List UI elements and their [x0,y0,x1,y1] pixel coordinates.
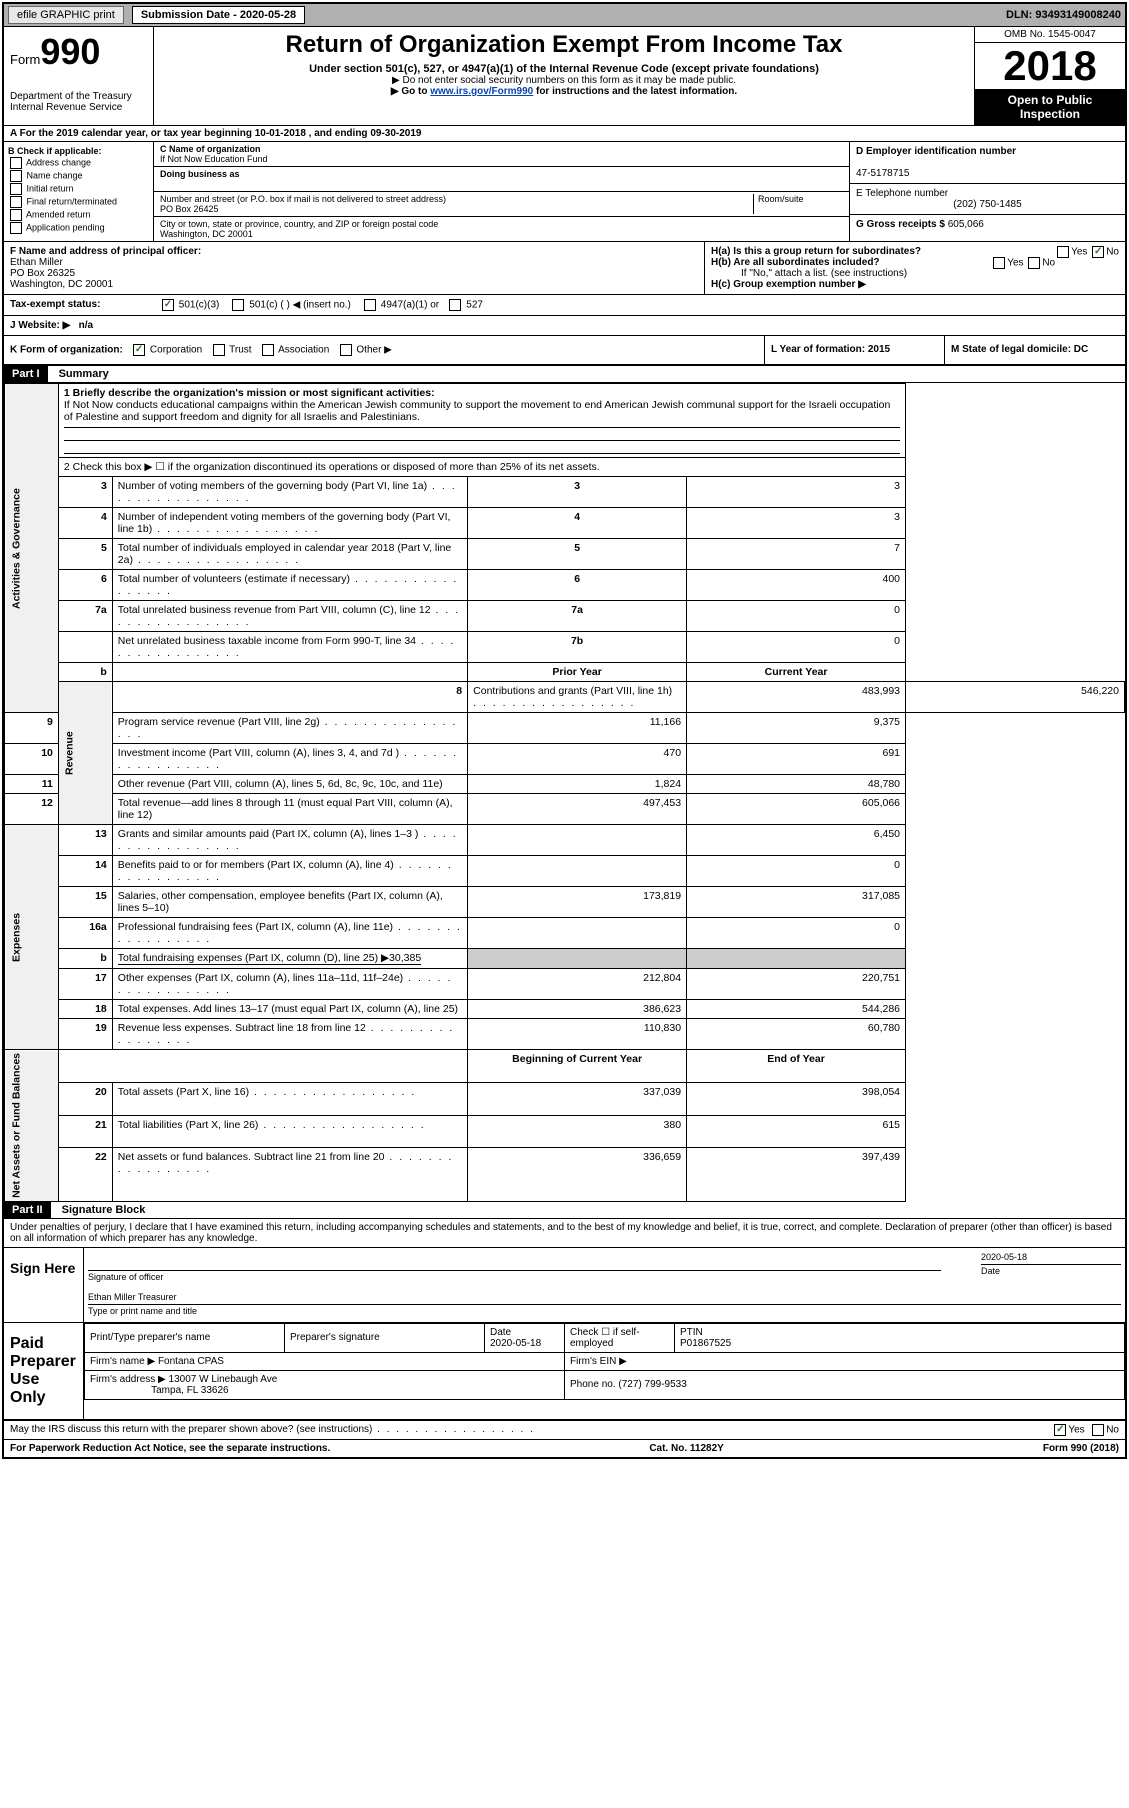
mission-text: If Not Now conducts educational campaign… [64,399,890,423]
col-c-org-info: C Name of organization If Not Now Educat… [154,142,850,241]
check-4947[interactable] [364,299,376,311]
sign-here-block: Sign Here Signature of officer 2020-05-1… [4,1248,1125,1323]
form-subtitle: Under section 501(c), 527, or 4947(a)(1)… [158,63,970,75]
instructions-note: ▶ Go to www.irs.gov/Form990 for instruct… [158,86,970,97]
street-address: PO Box 26425 [160,204,219,214]
sidebar-revenue: Revenue [58,682,112,825]
line2: 2 Check this box ▶ ☐ if the organization… [58,458,905,477]
sidebar-expenses: Expenses [5,825,59,1050]
omb-number: OMB No. 1545-0047 [975,27,1125,43]
year-formation: L Year of formation: 2015 [765,336,945,364]
check-501c3[interactable] [162,299,174,311]
gross-receipts: 605,066 [948,219,984,230]
section-a: A For the 2019 calendar year, or tax yea… [4,126,1125,142]
officer-name: Ethan Miller [10,257,63,268]
instructions-link[interactable]: www.irs.gov/Form990 [430,86,533,97]
officer-name-title: Ethan Miller Treasurer [88,1292,1121,1302]
top-bar: efile GRAPHIC print Submission Date - 20… [4,4,1125,27]
org-name: If Not Now Education Fund [160,154,268,164]
public-inspection: Open to Public Inspection [975,89,1125,125]
check-other[interactable] [340,344,352,356]
dept-label: Department of the Treasury Internal Reve… [10,91,147,113]
check-name[interactable]: Name change [8,170,149,182]
check-501c[interactable] [232,299,244,311]
discuss-row: May the IRS discuss this return with the… [4,1420,1125,1439]
website-row: J Website: ▶ n/a [4,316,1125,336]
check-527[interactable] [449,299,461,311]
check-assoc[interactable] [262,344,274,356]
check-trust[interactable] [213,344,225,356]
footer: For Paperwork Reduction Act Notice, see … [4,1439,1125,1457]
dln-number: DLN: 93493149008240 [1006,9,1121,21]
ptin: P01867525 [680,1338,731,1349]
form-container: efile GRAPHIC print Submission Date - 20… [2,2,1127,1459]
sidebar-netassets: Net Assets or Fund Balances [5,1050,59,1202]
paid-preparer-block: Paid Preparer Use Only Print/Type prepar… [4,1323,1125,1420]
efile-button[interactable]: efile GRAPHIC print [8,6,124,24]
col-d-contact: D Employer identification number 47-5178… [850,142,1125,241]
summary-table: Activities & Governance 1 Briefly descri… [4,383,1125,1202]
ssn-note: ▶ Do not enter social security numbers o… [158,75,970,86]
firm-phone: (727) 799-9533 [618,1379,686,1390]
website-value: n/a [79,320,93,331]
check-initial[interactable]: Initial return [8,183,149,195]
check-pending[interactable]: Application pending [8,222,149,234]
check-amended[interactable]: Amended return [8,209,149,221]
phone: (202) 750-1485 [856,199,1119,210]
klm-row: K Form of organization: Corporation Trus… [4,336,1125,366]
part2-header-row: Part II Signature Block [4,1202,1125,1219]
city-state-zip: Washington, DC 20001 [160,229,253,239]
firm-address: 13007 W Linebaugh Ave [169,1374,278,1385]
declaration: Under penalties of perjury, I declare th… [4,1219,1125,1248]
tax-year: 2018 [975,43,1125,89]
check-corp[interactable] [133,344,145,356]
submission-date: Submission Date - 2020-05-28 [132,6,305,24]
part1-header-row: Part I Summary [4,366,1125,383]
check-address[interactable]: Address change [8,157,149,169]
form-header: Form990 Department of the Treasury Inter… [4,27,1125,126]
check-final[interactable]: Final return/terminated [8,196,149,208]
form-number: Form990 [10,31,147,73]
officer-group-section: F Name and address of principal officer:… [4,242,1125,295]
form-title: Return of Organization Exempt From Incom… [158,31,970,59]
entity-section: B Check if applicable: Address change Na… [4,142,1125,242]
discuss-no[interactable] [1092,1424,1104,1436]
sidebar-activities: Activities & Governance [5,384,59,713]
col-b-checkboxes: B Check if applicable: Address change Na… [4,142,154,241]
tax-status-row: Tax-exempt status: 501(c)(3) 501(c) ( ) … [4,295,1125,316]
firm-name: Fontana CPAS [158,1356,224,1367]
state-domicile: M State of legal domicile: DC [945,336,1125,364]
ein: 47-5178715 [856,168,909,179]
discuss-yes[interactable] [1054,1424,1066,1436]
